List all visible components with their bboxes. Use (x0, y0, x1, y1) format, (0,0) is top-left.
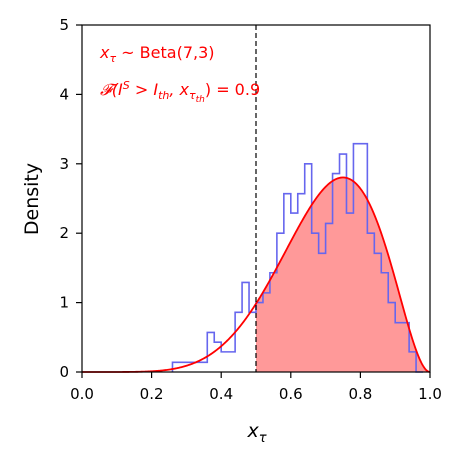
histogram-group (171, 142, 424, 373)
shaded-area (256, 177, 430, 372)
y-axis-ticks: 0 1 2 3 4 5 (59, 16, 82, 381)
x-tick-label: 0.2 (140, 385, 164, 403)
x-tick-label: 0.6 (279, 385, 303, 403)
y-tick-label: 3 (59, 155, 69, 173)
y-tick-label: 5 (59, 16, 69, 34)
y-tick-label: 1 (59, 294, 69, 312)
plot-frame (81, 24, 431, 373)
histogram-outline (171, 142, 424, 373)
shaded-region-group (256, 177, 430, 372)
x-axis-ticks: 0.0 0.2 0.4 0.6 0.8 1.0 (70, 372, 442, 403)
x-tick-label: 0.0 (70, 385, 94, 403)
x-axis-label: xτ (246, 420, 266, 446)
x-tick-label: 0.4 (209, 385, 233, 403)
y-tick-label: 4 (59, 85, 69, 103)
y-tick-label: 2 (59, 224, 69, 242)
annotation-probability: 𝓕(IS > Ith, xτth) = 0.9 (100, 79, 260, 105)
annotation-distribution: xτ ~ Beta(7,3) (99, 43, 215, 65)
y-tick-label: 0 (59, 363, 69, 381)
x-tick-label: 0.8 (348, 385, 372, 403)
y-axis-label: Density (21, 163, 43, 235)
x-tick-label: 1.0 (418, 385, 442, 403)
